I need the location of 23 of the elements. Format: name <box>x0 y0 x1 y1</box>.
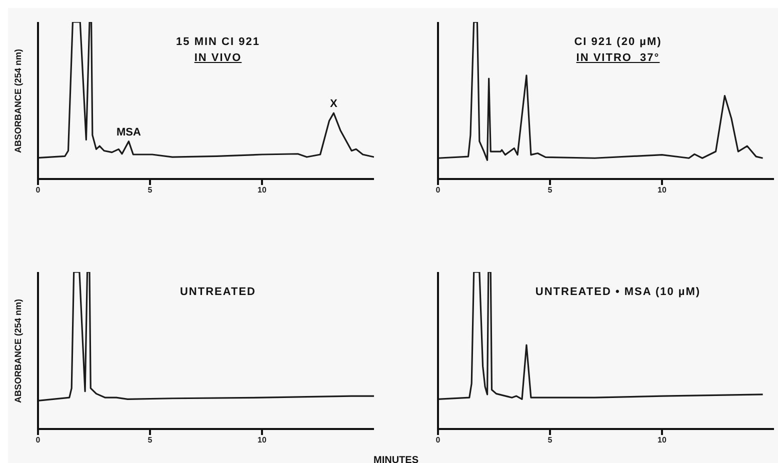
x-tick-label: 5 <box>548 436 553 445</box>
x-tick-label: 10 <box>658 186 667 195</box>
x-tick-label: 5 <box>148 436 153 445</box>
x-tick-label: 5 <box>148 186 153 195</box>
x-tick-label: 10 <box>658 436 667 445</box>
text: IN VITRO 37° <box>576 52 660 64</box>
text: IN VIVO <box>194 52 242 64</box>
x-tick-label: 10 <box>258 436 267 445</box>
text: UNTREATED • MSA (10 µM) <box>534 286 702 298</box>
annotation: MSA <box>116 126 141 138</box>
y-axis-title: ABSORBANCE (254 nm) <box>13 298 23 403</box>
x-tick-label: 5 <box>548 186 553 195</box>
text: UNTREATED <box>178 286 257 298</box>
x-tick-label: 10 <box>258 186 267 195</box>
y-axis-title: ABSORBANCE (254 nm) <box>13 48 23 153</box>
x-tick-label: 0 <box>436 186 441 195</box>
x-tick-label: 0 <box>36 186 41 195</box>
annotation: X <box>330 98 338 110</box>
x-axis-title: MINUTES <box>374 455 418 463</box>
x-tick-label: 0 <box>436 436 441 445</box>
text: CI 921 (20 µM) <box>573 36 663 48</box>
text: 15 MIN CI 921 <box>175 36 261 48</box>
x-tick-label: 0 <box>36 436 41 445</box>
